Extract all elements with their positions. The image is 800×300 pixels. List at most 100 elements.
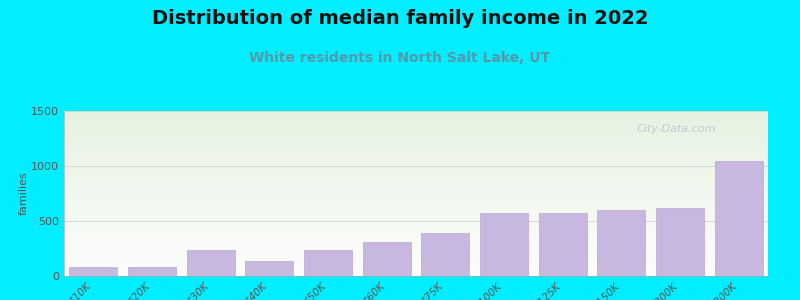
Bar — [64, 155, 768, 156]
Bar — [64, 232, 768, 233]
Bar — [64, 269, 768, 270]
Bar — [246, 261, 294, 276]
Bar — [64, 243, 768, 244]
Bar — [422, 233, 470, 276]
Bar — [64, 136, 768, 137]
Bar — [64, 150, 768, 151]
Bar — [64, 122, 768, 123]
Bar — [64, 123, 768, 124]
Bar — [64, 169, 768, 170]
Bar — [64, 140, 768, 141]
Bar — [538, 213, 586, 276]
Bar — [64, 228, 768, 229]
Bar — [64, 178, 768, 179]
Bar — [64, 221, 768, 222]
Bar — [64, 209, 768, 210]
Bar — [64, 163, 768, 164]
Bar — [64, 206, 768, 207]
Bar — [64, 246, 768, 247]
Bar — [64, 255, 768, 256]
Bar — [64, 222, 768, 223]
Bar — [64, 152, 768, 153]
Bar — [64, 203, 768, 204]
Bar — [186, 250, 234, 276]
Bar — [64, 133, 768, 134]
Bar — [64, 204, 768, 205]
Bar — [64, 207, 768, 208]
Bar — [64, 270, 768, 271]
Bar — [656, 208, 704, 276]
Bar — [64, 275, 768, 276]
Bar — [64, 139, 768, 140]
Bar — [64, 241, 768, 242]
Bar — [64, 244, 768, 245]
Bar — [64, 211, 768, 212]
Bar — [64, 147, 768, 148]
Bar — [64, 161, 768, 162]
Bar — [64, 113, 768, 114]
Bar — [64, 176, 768, 177]
Bar — [64, 175, 768, 176]
Bar — [598, 210, 646, 276]
Bar — [64, 120, 768, 121]
Bar — [64, 157, 768, 158]
Bar — [64, 247, 768, 248]
Bar — [64, 156, 768, 157]
Bar — [64, 202, 768, 203]
Bar — [64, 214, 768, 215]
Bar — [64, 182, 768, 183]
Bar — [64, 248, 768, 249]
Bar — [64, 258, 768, 259]
Bar — [64, 148, 768, 149]
Bar — [64, 153, 768, 154]
Bar — [64, 127, 768, 128]
Bar — [64, 219, 768, 220]
Bar — [64, 112, 768, 113]
Bar — [64, 193, 768, 194]
Bar — [64, 212, 768, 213]
Bar — [64, 137, 768, 138]
Bar — [64, 144, 768, 145]
Bar — [64, 186, 768, 187]
Bar — [64, 184, 768, 185]
Bar — [64, 185, 768, 186]
Bar — [64, 201, 768, 202]
Bar — [64, 205, 768, 206]
Bar — [64, 254, 768, 255]
Bar — [64, 273, 768, 274]
Bar — [64, 160, 768, 161]
Bar — [64, 226, 768, 227]
Bar — [64, 227, 768, 228]
Bar — [64, 130, 768, 131]
Bar — [64, 233, 768, 234]
Bar — [64, 237, 768, 238]
Bar — [64, 260, 768, 261]
Bar — [64, 119, 768, 120]
Bar — [64, 151, 768, 152]
Bar — [64, 231, 768, 232]
Bar — [480, 213, 528, 276]
Bar — [64, 200, 768, 201]
Bar — [64, 267, 768, 268]
Bar — [64, 115, 768, 116]
Bar — [64, 264, 768, 265]
Bar — [64, 131, 768, 132]
Bar — [64, 223, 768, 224]
Bar — [64, 268, 768, 269]
Bar — [64, 261, 768, 262]
Bar — [64, 256, 768, 257]
Bar — [64, 172, 768, 173]
Bar — [64, 180, 768, 181]
Bar — [64, 149, 768, 150]
Bar — [64, 216, 768, 217]
Bar — [64, 146, 768, 147]
Bar — [64, 135, 768, 136]
Bar — [64, 265, 768, 266]
Bar — [64, 251, 768, 252]
Bar — [64, 121, 768, 122]
Bar — [64, 171, 768, 172]
Bar — [64, 159, 768, 160]
Bar — [64, 199, 768, 200]
Bar — [64, 266, 768, 267]
Bar — [64, 118, 768, 119]
